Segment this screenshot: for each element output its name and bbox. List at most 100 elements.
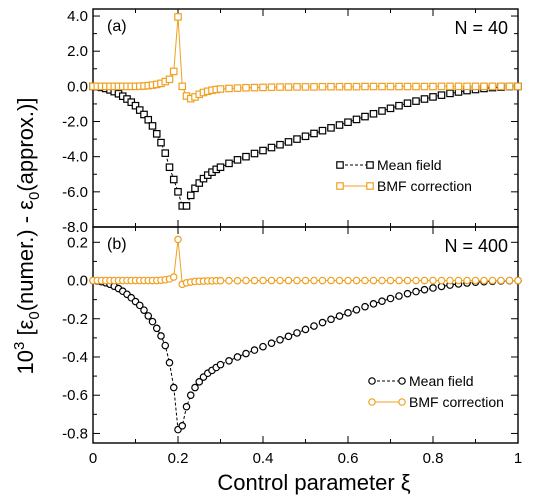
data-point bbox=[276, 276, 284, 285]
y-tick-label: 0.2 bbox=[67, 234, 88, 251]
plot-frame bbox=[92, 8, 519, 228]
data-point bbox=[259, 146, 267, 155]
data-point bbox=[505, 276, 514, 285]
data-point bbox=[318, 318, 327, 327]
legend-marker bbox=[398, 377, 406, 385]
data-point bbox=[152, 324, 161, 333]
legend-label: Mean field bbox=[409, 373, 474, 389]
data-point bbox=[437, 82, 446, 91]
data-point bbox=[301, 276, 310, 285]
data-point bbox=[488, 82, 497, 91]
data-point bbox=[369, 82, 378, 91]
data-point bbox=[378, 107, 386, 115]
data-point bbox=[186, 191, 195, 200]
data-point bbox=[471, 276, 480, 285]
data-point bbox=[131, 101, 140, 110]
data-point bbox=[178, 82, 187, 91]
data-point bbox=[327, 124, 335, 132]
legend-marker bbox=[368, 377, 376, 385]
data-point bbox=[352, 82, 361, 91]
data-point bbox=[242, 152, 250, 161]
data-point bbox=[352, 305, 361, 314]
series-mean-field bbox=[89, 82, 522, 210]
panel-label: (b) bbox=[107, 236, 127, 253]
data-point bbox=[233, 276, 242, 285]
y-tick-label: -0.6 bbox=[62, 387, 88, 404]
data-point bbox=[446, 89, 454, 98]
data-point bbox=[250, 276, 259, 285]
x-tick-label: 0.8 bbox=[423, 450, 444, 467]
data-point bbox=[259, 276, 267, 285]
data-point bbox=[135, 106, 144, 114]
data-point bbox=[144, 115, 153, 124]
data-point bbox=[225, 357, 233, 365]
y-tick-label: -6.0 bbox=[62, 184, 88, 201]
data-point bbox=[335, 82, 344, 91]
y-tick-label: 4.0 bbox=[67, 8, 88, 25]
y-label-sub1: 0 bbox=[26, 311, 43, 319]
legend-marker bbox=[336, 161, 344, 169]
x-tick-label: 0.2 bbox=[168, 450, 189, 467]
data-point bbox=[216, 360, 225, 369]
data-point bbox=[480, 276, 488, 285]
data-point bbox=[225, 159, 233, 168]
data-point bbox=[267, 143, 276, 152]
data-point bbox=[429, 93, 437, 101]
data-point bbox=[318, 126, 327, 135]
data-point bbox=[191, 383, 199, 392]
data-point bbox=[369, 300, 378, 308]
data-point bbox=[403, 276, 412, 285]
data-point bbox=[505, 82, 514, 91]
data-point bbox=[378, 82, 386, 91]
data-point bbox=[344, 276, 352, 285]
data-point bbox=[284, 276, 293, 285]
legend-label: BMF correction bbox=[377, 178, 472, 194]
plot-frame bbox=[92, 226, 519, 444]
data-point bbox=[250, 83, 259, 92]
data-point bbox=[420, 276, 429, 285]
data-point bbox=[148, 122, 157, 130]
data-point bbox=[403, 289, 412, 298]
data-point bbox=[369, 276, 378, 285]
data-point bbox=[310, 83, 318, 91]
data-point bbox=[233, 84, 242, 92]
data-point bbox=[395, 276, 403, 285]
data-point bbox=[344, 82, 352, 91]
data-point bbox=[420, 82, 429, 91]
data-point bbox=[497, 276, 505, 285]
legend: Mean field BMF correction bbox=[368, 373, 504, 410]
data-point bbox=[310, 322, 318, 330]
y-tick-label: 0.0 bbox=[67, 78, 88, 95]
data-point bbox=[361, 276, 369, 285]
y-label-sub2: 0 bbox=[26, 192, 43, 200]
data-point bbox=[437, 91, 446, 99]
data-point bbox=[429, 284, 437, 292]
data-point bbox=[242, 83, 250, 92]
data-point bbox=[412, 276, 420, 285]
data-point bbox=[293, 83, 301, 91]
series-bmf-correction bbox=[89, 235, 522, 289]
data-point bbox=[301, 132, 310, 141]
y-tick-label: -4.0 bbox=[62, 149, 88, 166]
data-point bbox=[361, 302, 369, 311]
data-point bbox=[293, 329, 301, 337]
y-tick-label: -0.4 bbox=[62, 349, 88, 366]
y-label-paren2: (approx.)] bbox=[13, 97, 38, 191]
data-point bbox=[352, 276, 361, 285]
data-point bbox=[191, 184, 199, 193]
data-point bbox=[429, 82, 437, 91]
data-point bbox=[310, 129, 318, 138]
data-point bbox=[161, 149, 170, 157]
data-point bbox=[344, 118, 352, 127]
data-point bbox=[242, 276, 250, 285]
data-point bbox=[420, 285, 429, 294]
data-point bbox=[169, 67, 178, 76]
data-point bbox=[284, 138, 293, 146]
data-point bbox=[395, 82, 403, 91]
legend-marker bbox=[398, 398, 406, 406]
y-label-eps1: ε bbox=[13, 319, 38, 329]
data-point bbox=[276, 335, 284, 344]
data-point bbox=[454, 276, 463, 285]
data-point bbox=[182, 402, 191, 411]
legend-label: Mean field bbox=[377, 157, 442, 173]
